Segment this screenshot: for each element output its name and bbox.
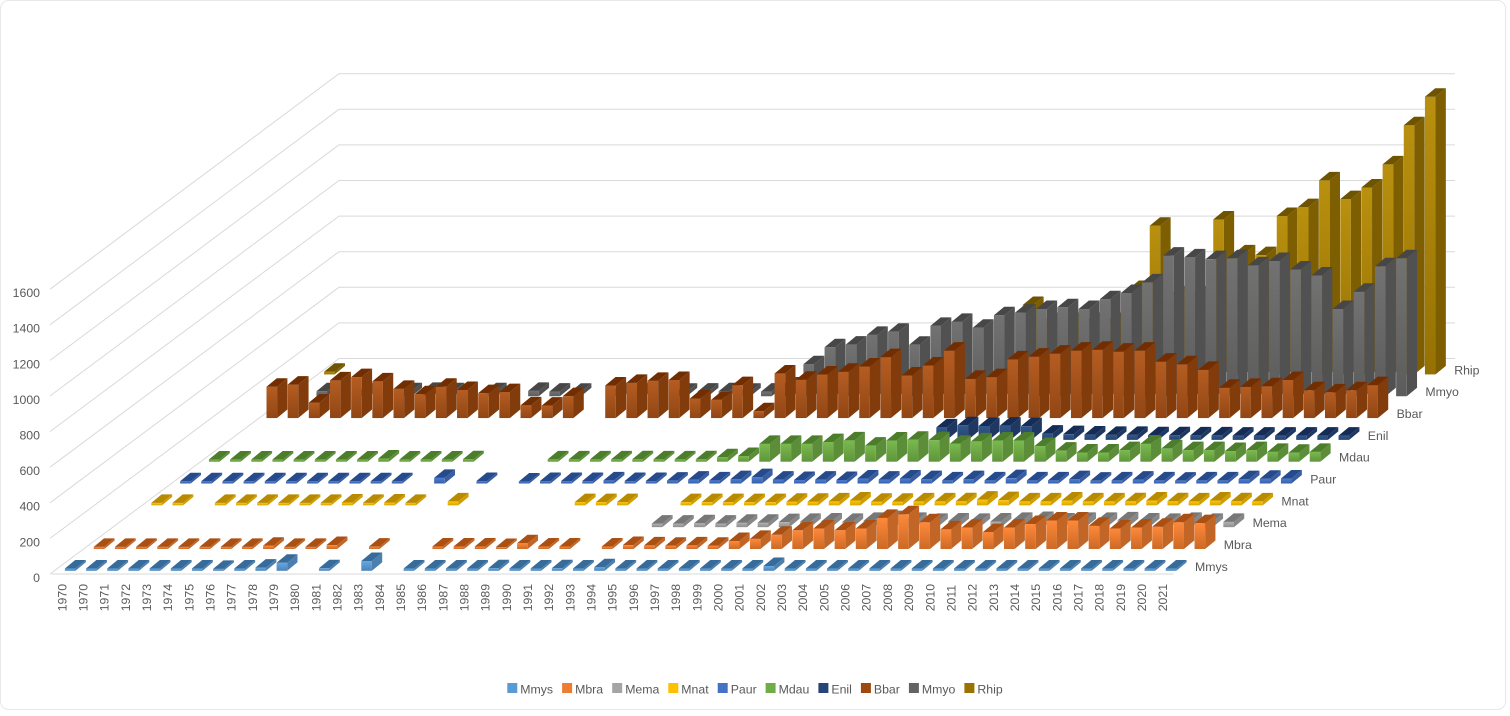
svg-text:2012: 2012: [966, 584, 980, 612]
svg-text:1976: 1976: [204, 584, 218, 612]
svg-text:2014: 2014: [1008, 584, 1022, 612]
svg-text:Bbar: Bbar: [874, 683, 900, 697]
svg-text:1977: 1977: [225, 584, 239, 612]
svg-text:Rhip: Rhip: [977, 683, 1002, 697]
svg-text:1998: 1998: [669, 584, 683, 612]
svg-text:1987: 1987: [436, 584, 450, 612]
svg-text:Mmyo: Mmyo: [922, 683, 956, 697]
svg-text:2000: 2000: [712, 584, 726, 612]
svg-text:1975: 1975: [182, 584, 196, 612]
svg-text:1999: 1999: [690, 584, 704, 612]
svg-text:2005: 2005: [817, 584, 831, 612]
svg-text:Enil: Enil: [831, 683, 852, 697]
svg-text:1996: 1996: [627, 584, 641, 612]
svg-text:Paur: Paur: [731, 683, 757, 697]
svg-text:Mdau: Mdau: [1339, 451, 1370, 465]
svg-text:1997: 1997: [648, 584, 662, 612]
svg-text:1971: 1971: [98, 584, 112, 612]
svg-text:Mdau: Mdau: [779, 683, 810, 697]
svg-text:0: 0: [33, 571, 40, 585]
svg-text:1990: 1990: [500, 584, 514, 612]
svg-text:Mema: Mema: [625, 683, 659, 697]
svg-text:Mmys: Mmys: [1195, 560, 1228, 574]
svg-text:2021: 2021: [1156, 584, 1170, 612]
svg-text:1984: 1984: [373, 584, 387, 612]
svg-text:1972: 1972: [119, 584, 133, 612]
svg-text:2007: 2007: [860, 584, 874, 612]
svg-text:1993: 1993: [563, 584, 577, 612]
svg-text:Bbar: Bbar: [1397, 407, 1423, 421]
svg-text:1992: 1992: [542, 584, 556, 612]
svg-text:Mema: Mema: [1253, 516, 1287, 530]
svg-text:2010: 2010: [923, 584, 937, 612]
svg-text:600: 600: [19, 464, 40, 478]
svg-text:1974: 1974: [161, 584, 175, 612]
svg-text:2011: 2011: [944, 585, 958, 612]
svg-text:2018: 2018: [1093, 584, 1107, 612]
svg-text:2004: 2004: [796, 584, 810, 612]
svg-text:1400: 1400: [13, 322, 41, 336]
svg-text:2015: 2015: [1029, 584, 1043, 612]
svg-text:1994: 1994: [585, 584, 599, 612]
svg-text:400: 400: [19, 500, 40, 514]
svg-text:2008: 2008: [881, 584, 895, 612]
svg-text:1200: 1200: [13, 357, 41, 371]
svg-text:800: 800: [19, 429, 40, 443]
svg-text:Mnat: Mnat: [681, 683, 709, 697]
svg-text:1986: 1986: [415, 584, 429, 612]
svg-text:2009: 2009: [902, 584, 916, 612]
svg-text:2003: 2003: [775, 584, 789, 612]
svg-text:Mmys: Mmys: [520, 683, 553, 697]
svg-text:1970: 1970: [77, 584, 91, 612]
svg-text:Rhip: Rhip: [1454, 363, 1479, 377]
svg-text:2017: 2017: [1071, 584, 1085, 612]
svg-text:1982: 1982: [331, 584, 345, 612]
svg-text:2016: 2016: [1050, 584, 1064, 612]
svg-text:1980: 1980: [288, 584, 302, 612]
svg-text:1978: 1978: [246, 584, 260, 612]
svg-text:2006: 2006: [839, 584, 853, 612]
svg-text:1995: 1995: [606, 584, 620, 612]
svg-text:Paur: Paur: [1310, 473, 1336, 487]
svg-text:Mmyo: Mmyo: [1425, 385, 1459, 399]
svg-text:2020: 2020: [1135, 584, 1149, 612]
svg-text:1991: 1991: [521, 584, 535, 612]
svg-text:1600: 1600: [13, 286, 41, 300]
svg-text:2019: 2019: [1114, 584, 1128, 612]
svg-text:200: 200: [19, 535, 40, 549]
svg-text:Mnat: Mnat: [1281, 494, 1309, 508]
svg-text:1000: 1000: [13, 393, 41, 407]
svg-text:1989: 1989: [479, 584, 493, 612]
svg-text:2002: 2002: [754, 584, 768, 612]
svg-text:1983: 1983: [352, 584, 366, 612]
svg-text:1988: 1988: [458, 584, 472, 612]
svg-text:1979: 1979: [267, 584, 281, 612]
svg-text:1985: 1985: [394, 584, 408, 612]
svg-text:1973: 1973: [140, 584, 154, 612]
svg-text:2001: 2001: [733, 584, 747, 612]
svg-text:Mbra: Mbra: [1224, 538, 1252, 552]
svg-text:2013: 2013: [987, 584, 1001, 612]
svg-text:1970: 1970: [55, 584, 69, 612]
svg-text:Mbra: Mbra: [575, 683, 603, 697]
svg-text:1981: 1981: [309, 584, 323, 612]
svg-text:Enil: Enil: [1368, 429, 1389, 443]
